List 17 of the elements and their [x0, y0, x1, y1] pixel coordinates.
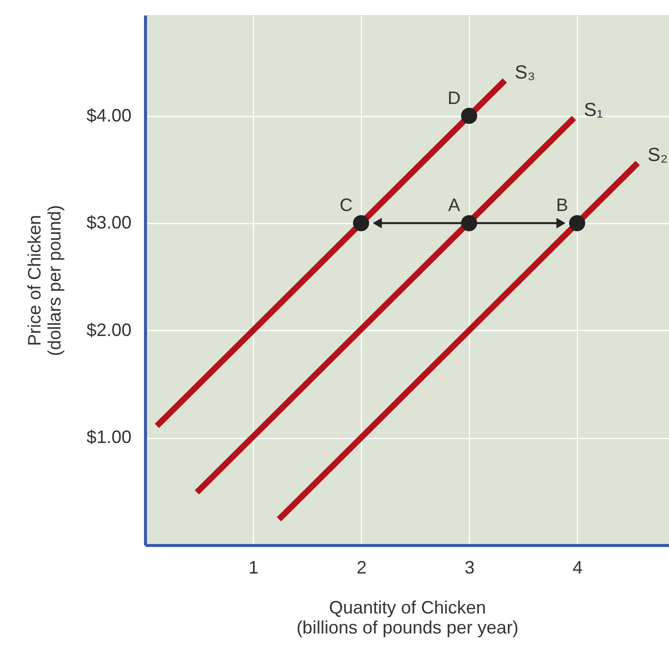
series-label: S₂: [648, 145, 668, 166]
annotation: C: [340, 195, 353, 216]
y-axis-title: Price of Chicken (dollars per pound): [24, 204, 64, 356]
x-tick-label: 1: [248, 558, 259, 578]
y-tick-label: $4.00: [86, 105, 132, 126]
annotation: A: [448, 195, 460, 216]
x-tick-label: 2: [356, 558, 367, 578]
y-tick-label: $1.00: [86, 427, 132, 448]
y-tick-label: $3.00: [86, 212, 132, 233]
x-tick-label: 4: [572, 558, 583, 578]
annotation: B: [556, 195, 568, 216]
series-label: S₁: [584, 100, 604, 121]
y-tick-label: $2.00: [86, 320, 132, 340]
annotation: D: [448, 88, 461, 108]
x-axis-title: Quantity of Chicken (billions of pounds per year): [296, 598, 519, 638]
series-label: S₃: [514, 62, 536, 84]
x-tick-label: 3: [464, 558, 475, 578]
